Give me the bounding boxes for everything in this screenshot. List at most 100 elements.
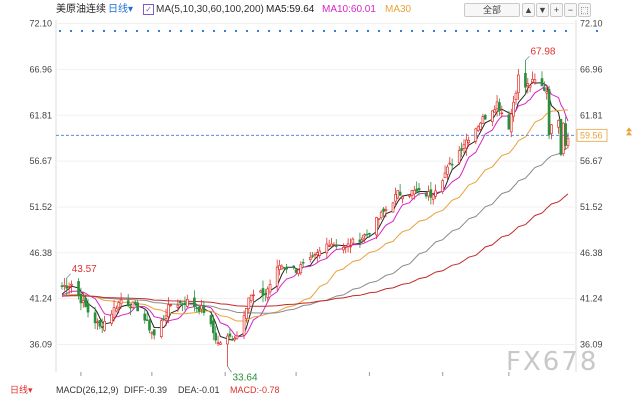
- toolbar-divider-dot: [113, 29, 117, 33]
- candle-up: [219, 342, 222, 345]
- y-tick-label-left: 36.09: [29, 339, 52, 349]
- toolbar-divider-dot: [80, 29, 84, 33]
- toolbar-divider-dot: [212, 29, 216, 33]
- toolbar-divider-dot: [91, 29, 95, 33]
- ma100-line: [61, 193, 569, 307]
- current-price-box: [576, 128, 608, 142]
- candle-up: [427, 191, 430, 197]
- candle-up: [531, 79, 534, 83]
- indicator-period-label: 日线: [10, 385, 29, 395]
- candle-up: [169, 304, 173, 306]
- candle-up: [379, 211, 383, 219]
- candle-down: [365, 233, 369, 236]
- candle-up: [226, 335, 229, 345]
- scroll-down-icon[interactable]: ▼: [536, 3, 549, 17]
- candle-up: [327, 245, 331, 247]
- candle-up: [233, 337, 236, 341]
- candle-down: [450, 163, 454, 166]
- toolbar-divider-dot: [432, 29, 436, 33]
- zoom-in-icon[interactable]: +: [550, 3, 563, 17]
- toolbar-divider-dot: [311, 29, 315, 33]
- y-tick-label-right: 41.24: [580, 294, 603, 304]
- candle-down: [202, 305, 206, 313]
- indicator-period-selector[interactable]: 日线▾: [10, 384, 33, 396]
- ma30-line: [61, 109, 568, 322]
- candle-up: [481, 116, 485, 124]
- zoom-out-icon[interactable]: −: [564, 3, 577, 17]
- candle-down: [285, 267, 288, 270]
- y-tick-label-left: 51.52: [29, 202, 52, 212]
- candle-up: [467, 140, 471, 144]
- candle-up: [410, 190, 414, 196]
- candle-up: [446, 166, 449, 175]
- toolbar-divider-dot: [531, 29, 535, 33]
- candle-down: [261, 288, 265, 296]
- candle-up: [500, 112, 504, 115]
- candle-down: [84, 297, 87, 308]
- toolbar-divider-dot: [344, 29, 348, 33]
- ma-toggle-checkbox[interactable]: ✓: [143, 4, 154, 15]
- candle-down: [129, 306, 132, 309]
- candle-up: [526, 83, 530, 86]
- candle-up: [247, 297, 251, 310]
- candle-up: [360, 237, 364, 241]
- toolbar-divider-dot: [102, 29, 106, 33]
- candle-up: [268, 284, 272, 293]
- candle-down: [264, 293, 267, 295]
- period-selector[interactable]: 日线▾: [108, 4, 133, 16]
- toolbar-divider-dot: [124, 29, 128, 33]
- candle-up: [176, 304, 180, 308]
- y-tick-label-left: 72.10: [29, 19, 52, 29]
- candle-up: [349, 245, 352, 248]
- candle-down: [524, 73, 527, 88]
- candle-up: [216, 342, 220, 344]
- candle-up: [278, 265, 281, 270]
- candle-up: [308, 257, 312, 261]
- instrument-name: 美原油连续: [56, 4, 106, 15]
- candle-up: [344, 245, 348, 248]
- candle-down: [195, 307, 199, 309]
- candle-up: [63, 284, 66, 287]
- toolbar-divider-dot: [69, 29, 73, 33]
- candle-down: [368, 233, 371, 235]
- candle-up: [67, 286, 71, 288]
- candle-up: [479, 122, 482, 130]
- toolbar-divider-dot: [201, 29, 205, 33]
- candle-down: [358, 239, 362, 243]
- price-marker-icon: [626, 127, 632, 136]
- candle-up: [448, 162, 452, 165]
- candle-up: [491, 110, 494, 122]
- candle-up: [318, 250, 322, 256]
- all-range-button[interactable]: 全部: [464, 3, 520, 17]
- candle-down: [162, 318, 166, 321]
- candle-down: [282, 267, 286, 269]
- candle-down: [77, 281, 80, 296]
- candle-down: [183, 302, 187, 306]
- candle-up: [375, 217, 378, 236]
- candle-down: [301, 261, 305, 264]
- toolbar-divider-dot: [542, 29, 546, 33]
- y-tick-label-right: 51.52: [580, 202, 603, 212]
- toolbar-divider-dot: [509, 29, 513, 33]
- candle-up: [159, 320, 163, 337]
- candle-up: [377, 218, 381, 220]
- candle-down: [148, 320, 151, 331]
- candle-down: [209, 315, 213, 325]
- scroll-up-icon[interactable]: ▲: [522, 3, 535, 17]
- toolbar-divider-dot: [366, 29, 370, 33]
- annotation-leader: [525, 56, 530, 61]
- candle-up: [396, 190, 400, 199]
- candle-up: [443, 172, 447, 179]
- fullscreen-icon[interactable]: ⬚: [578, 3, 591, 17]
- toolbar-divider-dot: [564, 29, 568, 33]
- candle-up: [332, 244, 336, 246]
- candle-down: [460, 148, 463, 151]
- candle-up: [164, 315, 168, 319]
- candle-down: [564, 123, 567, 146]
- candle-up: [462, 144, 466, 149]
- candle-up: [259, 290, 262, 293]
- toolbar-divider-dot: [135, 29, 139, 33]
- candle-up: [512, 101, 515, 117]
